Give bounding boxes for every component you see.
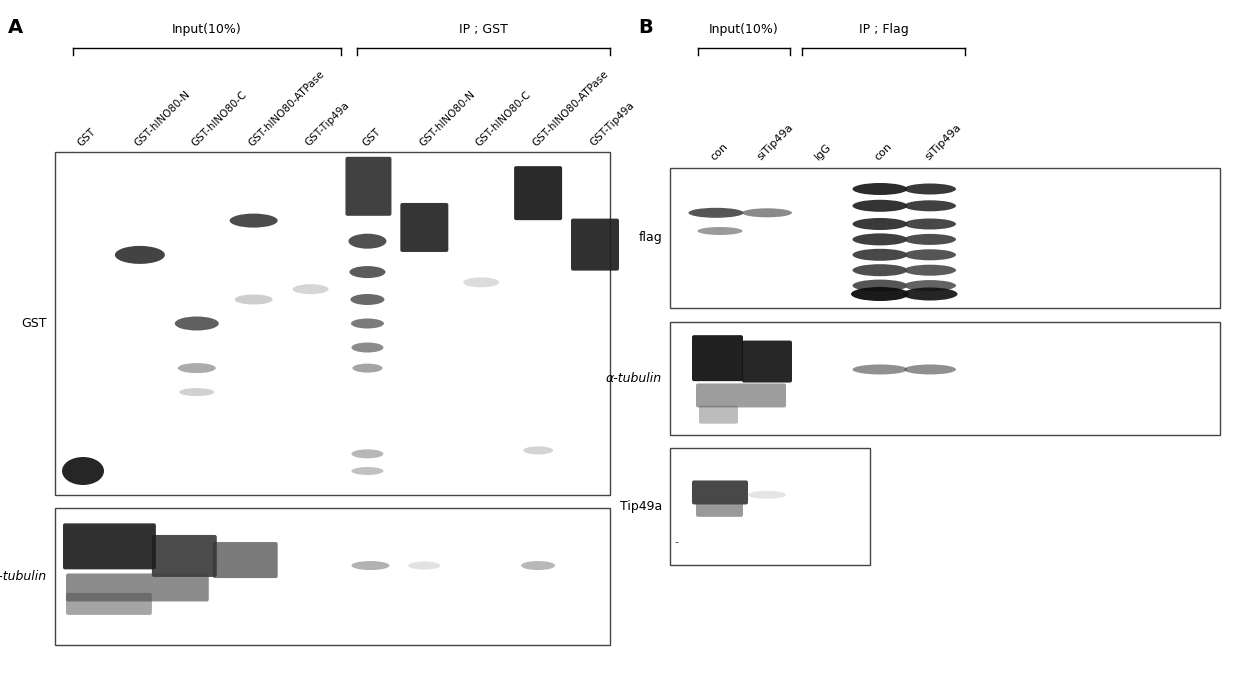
Ellipse shape <box>229 214 278 228</box>
Ellipse shape <box>463 277 499 287</box>
Ellipse shape <box>352 561 389 570</box>
FancyBboxPatch shape <box>400 203 449 252</box>
Ellipse shape <box>904 364 957 375</box>
Bar <box>55 508 610 645</box>
Ellipse shape <box>352 342 383 353</box>
Ellipse shape <box>904 280 957 291</box>
Ellipse shape <box>852 218 907 230</box>
FancyBboxPatch shape <box>63 523 156 569</box>
Text: siTip49a: siTip49a <box>923 122 963 162</box>
Bar <box>670 168 1220 308</box>
Text: flag: flag <box>638 232 662 244</box>
Text: GST-hINO80-C: GST-hINO80-C <box>190 89 249 148</box>
Ellipse shape <box>180 388 214 396</box>
Ellipse shape <box>352 467 383 475</box>
Bar <box>670 448 870 565</box>
FancyBboxPatch shape <box>693 480 748 504</box>
Ellipse shape <box>852 364 907 375</box>
Text: GST: GST <box>361 126 383 148</box>
Text: Tip49a: Tip49a <box>620 500 662 513</box>
FancyBboxPatch shape <box>346 157 392 216</box>
Ellipse shape <box>852 233 907 246</box>
Ellipse shape <box>852 279 907 292</box>
FancyBboxPatch shape <box>152 535 217 577</box>
Text: α-tubulin: α-tubulin <box>0 570 47 583</box>
Bar <box>670 322 1220 435</box>
Ellipse shape <box>351 294 384 305</box>
Ellipse shape <box>742 208 792 217</box>
Ellipse shape <box>523 446 553 455</box>
Ellipse shape <box>852 183 907 195</box>
FancyBboxPatch shape <box>742 341 792 382</box>
Ellipse shape <box>851 287 909 301</box>
Text: con: con <box>873 141 895 162</box>
Text: GST-hINO80-N: GST-hINO80-N <box>418 88 477 148</box>
Text: GST-hINO80-C: GST-hINO80-C <box>475 89 533 148</box>
Ellipse shape <box>904 219 957 230</box>
Ellipse shape <box>349 266 385 278</box>
Text: GST-hINO80-ATPase: GST-hINO80-ATPase <box>247 68 326 148</box>
Ellipse shape <box>522 561 555 570</box>
Text: α-tubulin: α-tubulin <box>606 372 662 385</box>
Ellipse shape <box>689 208 743 218</box>
Ellipse shape <box>748 491 786 499</box>
Ellipse shape <box>904 234 957 245</box>
Ellipse shape <box>904 184 957 195</box>
Text: IgG: IgG <box>813 141 834 162</box>
Ellipse shape <box>852 264 907 276</box>
Text: siTip49a: siTip49a <box>755 122 795 162</box>
FancyBboxPatch shape <box>66 573 209 602</box>
Text: GST: GST <box>76 126 98 148</box>
Ellipse shape <box>175 317 219 331</box>
Ellipse shape <box>904 249 957 260</box>
FancyBboxPatch shape <box>693 335 743 381</box>
Ellipse shape <box>698 227 742 235</box>
Ellipse shape <box>352 364 383 373</box>
Text: GST: GST <box>21 317 47 330</box>
FancyBboxPatch shape <box>696 501 743 517</box>
Text: GST-Tip49a: GST-Tip49a <box>304 100 352 148</box>
FancyBboxPatch shape <box>213 542 278 578</box>
Text: Input(10%): Input(10%) <box>172 23 242 36</box>
FancyBboxPatch shape <box>699 406 738 424</box>
Text: Input(10%): Input(10%) <box>709 23 779 36</box>
Text: GST-Tip49a: GST-Tip49a <box>589 100 636 148</box>
Ellipse shape <box>409 562 440 569</box>
Ellipse shape <box>852 200 907 212</box>
Text: GST-hINO80-N: GST-hINO80-N <box>133 88 192 148</box>
Ellipse shape <box>904 200 957 211</box>
Ellipse shape <box>902 288 958 301</box>
Ellipse shape <box>177 363 216 373</box>
Text: IP ; Flag: IP ; Flag <box>859 23 908 36</box>
Ellipse shape <box>904 265 957 276</box>
Text: A: A <box>7 18 24 37</box>
Ellipse shape <box>351 319 384 328</box>
Ellipse shape <box>62 457 104 485</box>
Text: con: con <box>709 141 730 162</box>
Text: GST-hINO80-ATPase: GST-hINO80-ATPase <box>532 68 611 148</box>
Ellipse shape <box>852 249 907 261</box>
Ellipse shape <box>234 295 273 304</box>
Text: B: B <box>638 18 653 37</box>
Text: IP ; GST: IP ; GST <box>460 23 508 36</box>
Ellipse shape <box>115 246 165 264</box>
Ellipse shape <box>292 284 328 294</box>
FancyBboxPatch shape <box>571 219 620 270</box>
FancyBboxPatch shape <box>514 166 563 220</box>
Bar <box>55 152 610 495</box>
FancyBboxPatch shape <box>66 593 152 615</box>
Ellipse shape <box>352 449 383 458</box>
Text: -: - <box>674 537 678 546</box>
FancyBboxPatch shape <box>696 384 786 408</box>
Ellipse shape <box>348 234 387 248</box>
